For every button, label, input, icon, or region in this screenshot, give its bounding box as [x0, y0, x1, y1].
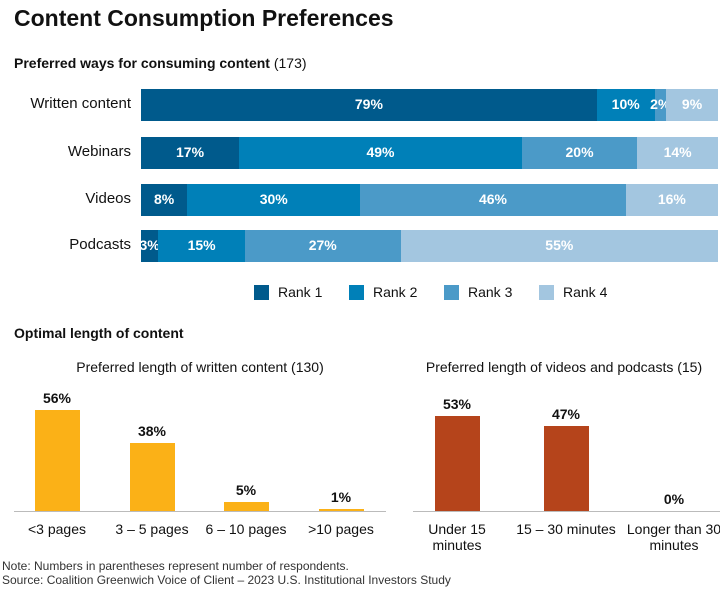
bar [129, 442, 175, 511]
chart-heading: Preferred ways for consuming content (17… [14, 55, 307, 71]
data-label: 10% [611, 96, 640, 112]
data-label: 16% [657, 191, 686, 207]
data-label: 0% [663, 491, 685, 507]
legend-swatch [444, 285, 459, 300]
data-label: 14% [663, 144, 692, 160]
data-label: 55% [545, 237, 574, 253]
legend-swatch [254, 285, 269, 300]
bar-segment [187, 184, 361, 216]
x-tick-label: 6 – 10 pages [205, 521, 287, 537]
data-label: 20% [565, 144, 594, 160]
bar-segment [360, 184, 626, 216]
data-label: 38% [137, 422, 167, 439]
y-tick-label: Podcasts [69, 236, 131, 253]
data-label: 2% [650, 96, 671, 112]
chart-subtitle: Preferred length of written content (130… [76, 359, 324, 375]
bar [434, 415, 480, 511]
bar-segment [637, 137, 718, 169]
note: Note: Numbers in parentheses represent n… [2, 559, 349, 573]
bar-segment [141, 89, 597, 121]
legend-swatch [539, 285, 554, 300]
bar [543, 426, 589, 511]
bar-segment [141, 184, 188, 216]
legend-label: Rank 2 [373, 284, 418, 300]
x-tick-label: Under 15 minutes [428, 521, 486, 554]
page-title: Content Consumption Preferences [14, 5, 394, 31]
legend-label: Rank 3 [468, 284, 513, 300]
y-tick-label: Videos [85, 190, 131, 207]
bar-segment [666, 89, 718, 121]
data-label: 1% [330, 489, 352, 506]
x-tick-label: Longer than 30 minutes [626, 521, 720, 554]
bar-segment [521, 137, 638, 169]
data-label: 49% [366, 144, 395, 160]
x-tick-label: 15 – 30 minutes [516, 521, 616, 537]
source: Source: Coalition Greenwich Voice of Cli… [2, 573, 451, 587]
data-label: 3% [139, 237, 160, 253]
bar-segment [244, 230, 401, 262]
legend-label: Rank 1 [278, 284, 323, 300]
bar-segment [596, 89, 655, 121]
y-tick-label: Written content [30, 95, 131, 112]
bar-segment [158, 230, 245, 262]
data-label: 46% [478, 191, 507, 207]
data-label: 15% [187, 237, 216, 253]
data-label: 27% [308, 237, 337, 253]
data-label: 79% [354, 96, 383, 112]
baseline [413, 511, 720, 512]
data-label: 5% [235, 482, 257, 498]
bar-segment [239, 137, 522, 169]
chart-title-note: (173) [273, 55, 307, 71]
chart-title: Preferred ways for consuming content [14, 55, 270, 71]
x-tick-label: 3 – 5 pages [115, 521, 189, 537]
section-title: Optimal length of content [14, 325, 184, 341]
data-label: 56% [42, 390, 72, 407]
bar [318, 509, 364, 511]
data-label: 30% [259, 191, 288, 207]
bar [223, 502, 269, 511]
data-label: 8% [153, 191, 175, 207]
x-tick-label: <3 pages [28, 521, 86, 537]
bar-segment [400, 230, 718, 262]
bar-segment [654, 89, 667, 121]
bar-segment [141, 230, 159, 262]
bar-segment [141, 137, 240, 169]
legend-label: Rank 4 [563, 284, 608, 300]
chart-subtitle: Preferred length of videos and podcasts … [425, 359, 703, 375]
legend-swatch [349, 285, 364, 300]
y-tick-label: Webinars [67, 143, 131, 160]
bar-segment [625, 184, 718, 216]
data-label: 17% [176, 144, 205, 160]
bar [34, 410, 80, 511]
baseline [14, 511, 386, 512]
x-tick-label: >10 pages [308, 521, 374, 537]
data-label: 47% [551, 406, 581, 423]
data-label: 9% [681, 96, 703, 112]
data-label: 53% [442, 395, 472, 412]
